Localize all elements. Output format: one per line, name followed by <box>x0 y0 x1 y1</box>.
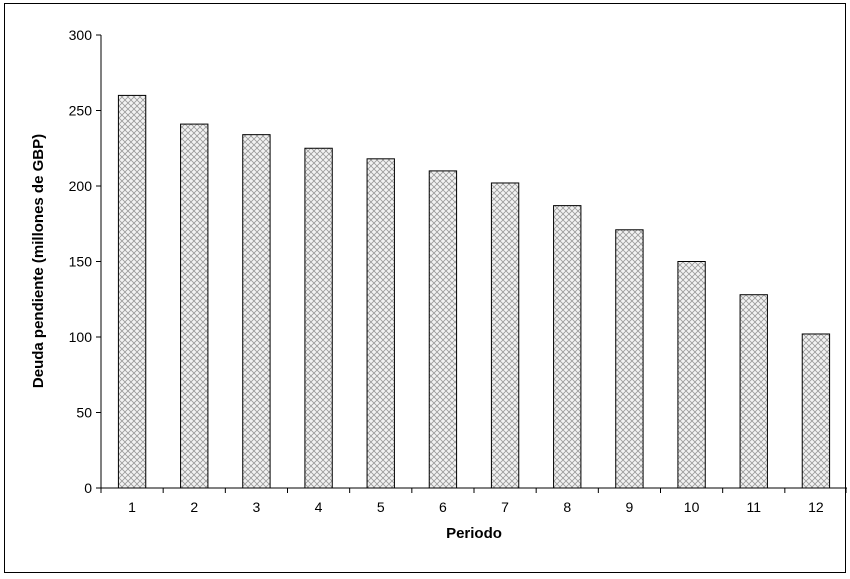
y-tick-label-0: 0 <box>84 480 92 496</box>
y-tick-label-50: 50 <box>76 405 92 421</box>
y-axis-title: Deuda pendiente (millones de GBP) <box>30 134 47 388</box>
bar-period-12 <box>801 333 831 489</box>
y-tick-label-300: 300 <box>69 27 93 43</box>
bar-period-2 <box>180 123 209 489</box>
x-tick-label-10: 10 <box>684 499 700 515</box>
bar-period-1 <box>117 94 147 489</box>
x-tick-label-2: 2 <box>190 499 198 515</box>
x-tick-label-11: 11 <box>746 499 761 515</box>
bar-period-11 <box>739 294 768 489</box>
bar-period-6 <box>428 170 458 489</box>
bar-period-4 <box>304 147 333 489</box>
x-tick-label-4: 4 <box>315 499 323 515</box>
x-tick-label-12: 12 <box>808 499 824 515</box>
bar-period-5 <box>366 158 395 489</box>
bar-period-9 <box>615 229 644 489</box>
x-tick-label-9: 9 <box>626 499 634 515</box>
chart-frame: 0 50 100 150 200 250 300 1 2 3 4 5 6 7 8 9 10 11 12 Period… <box>4 3 848 573</box>
y-tick-label-250: 250 <box>69 103 93 119</box>
x-tick-label-6: 6 <box>439 499 447 515</box>
bar-period-7 <box>490 182 520 489</box>
x-tick-label-3: 3 <box>253 499 261 515</box>
y-tick-label-200: 200 <box>69 178 93 194</box>
y-tick-label-150: 150 <box>69 254 93 270</box>
x-tick-label-8: 8 <box>563 499 571 515</box>
bar-period-10 <box>677 261 706 489</box>
x-axis-title: Periodo <box>446 525 502 542</box>
bar-period-3 <box>242 134 271 489</box>
bar-period-8 <box>553 205 582 489</box>
x-tick-label-1: 1 <box>128 499 136 515</box>
y-tick-label-100: 100 <box>69 329 93 345</box>
x-tick-label-7: 7 <box>501 499 509 515</box>
bars-layer <box>117 94 831 489</box>
axes-layer <box>96 34 848 493</box>
x-tick-label-5: 5 <box>377 499 385 515</box>
